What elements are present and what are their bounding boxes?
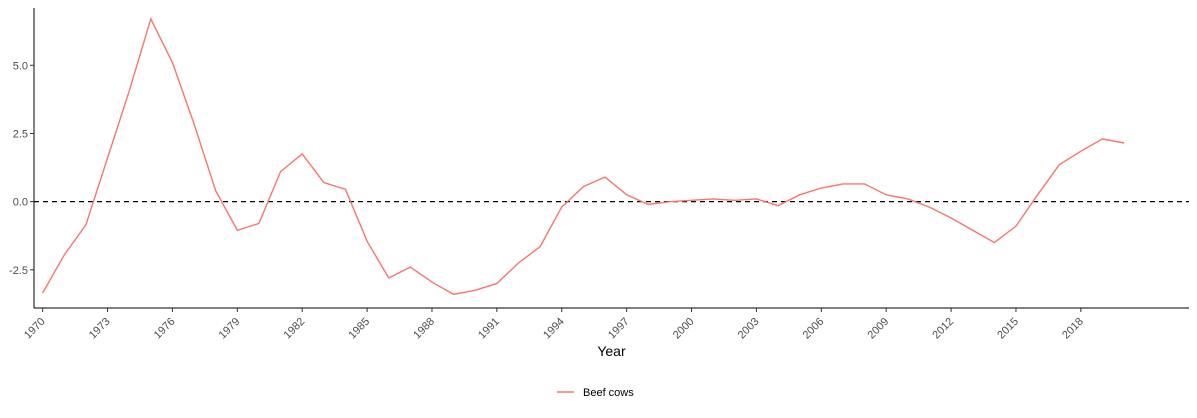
- x-tick-label: 2006: [801, 316, 827, 342]
- data-point: [561, 206, 563, 208]
- data-point: [1123, 142, 1125, 144]
- x-tick-label: 1979: [217, 316, 243, 342]
- data-point: [171, 62, 173, 64]
- data-point: [755, 198, 757, 200]
- data-point: [734, 199, 736, 201]
- data-point: [1080, 150, 1082, 152]
- data-point: [820, 187, 822, 189]
- x-tick-label: 1982: [282, 316, 308, 342]
- x-axis-title: Year: [597, 343, 626, 359]
- data-point: [323, 182, 325, 184]
- data-point: [1101, 138, 1103, 140]
- data-point: [236, 229, 238, 231]
- data-point: [474, 289, 476, 291]
- x-tick-label: 1988: [411, 316, 437, 342]
- x-tick-label: 2012: [930, 316, 956, 342]
- data-point: [626, 194, 628, 196]
- data-point: [63, 254, 65, 256]
- x-tick-label: 1970: [22, 316, 48, 342]
- data-point: [431, 281, 433, 283]
- data-point: [539, 246, 541, 248]
- data-point: [691, 199, 693, 201]
- y-axis-ticks: -2.5 0.0 2.5 5.0: [9, 60, 34, 277]
- y-tick-label: 0.0: [13, 197, 28, 209]
- data-point: [258, 222, 260, 224]
- data-point: [517, 262, 519, 264]
- data-point: [950, 217, 952, 219]
- data-point: [215, 190, 217, 192]
- data-point: [344, 188, 346, 190]
- data-point: [150, 18, 152, 20]
- data-point: [193, 123, 195, 125]
- data-point: [647, 203, 649, 205]
- data-point: [453, 293, 455, 295]
- x-axis-ticks: 1970 1973 1976 1979 1982 1985 1988 1991 1994 1997…: [22, 308, 1086, 341]
- x-tick-label: 2018: [1060, 316, 1086, 342]
- data-point: [388, 277, 390, 279]
- data-point: [301, 153, 303, 155]
- series-line-beef-cows: [42, 17, 1125, 296]
- x-tick-label: 1973: [87, 316, 113, 342]
- legend: Beef cows: [557, 387, 634, 399]
- data-point: [669, 201, 671, 203]
- data-point: [280, 171, 282, 173]
- x-tick-label: 1976: [152, 316, 178, 342]
- x-tick-label: 1997: [606, 316, 632, 342]
- data-point: [972, 229, 974, 231]
- data-point: [409, 266, 411, 268]
- data-point: [128, 90, 130, 92]
- data-point: [799, 194, 801, 196]
- plot-area: [34, 17, 1189, 296]
- data-point: [712, 198, 714, 200]
- data-point: [85, 224, 87, 226]
- x-tick-label: 1985: [346, 316, 372, 342]
- data-point: [496, 282, 498, 284]
- x-tick-label: 2015: [995, 316, 1021, 342]
- y-tick-label: -2.5: [9, 265, 28, 277]
- data-point: [42, 292, 44, 294]
- data-point: [928, 206, 930, 208]
- data-point: [907, 198, 909, 200]
- x-tick-label: 2000: [671, 316, 697, 342]
- data-point: [842, 183, 844, 185]
- x-tick-label: 1991: [476, 316, 502, 342]
- data-point: [777, 205, 779, 207]
- x-tick-label: 2009: [866, 316, 892, 342]
- data-point: [885, 194, 887, 196]
- x-tick-label: 1994: [541, 316, 567, 342]
- legend-label-beef-cows: Beef cows: [583, 387, 634, 399]
- data-point: [993, 242, 995, 244]
- data-point: [366, 240, 368, 242]
- y-tick-label: 2.5: [13, 128, 28, 140]
- data-point: [604, 176, 606, 178]
- data-point: [107, 157, 109, 159]
- data-point: [864, 183, 866, 185]
- data-point: [582, 186, 584, 188]
- data-point: [1058, 164, 1060, 166]
- y-tick-label: 5.0: [13, 60, 28, 72]
- x-tick-label: 2003: [736, 316, 762, 342]
- data-point: [1015, 225, 1017, 227]
- data-point: [1037, 194, 1039, 196]
